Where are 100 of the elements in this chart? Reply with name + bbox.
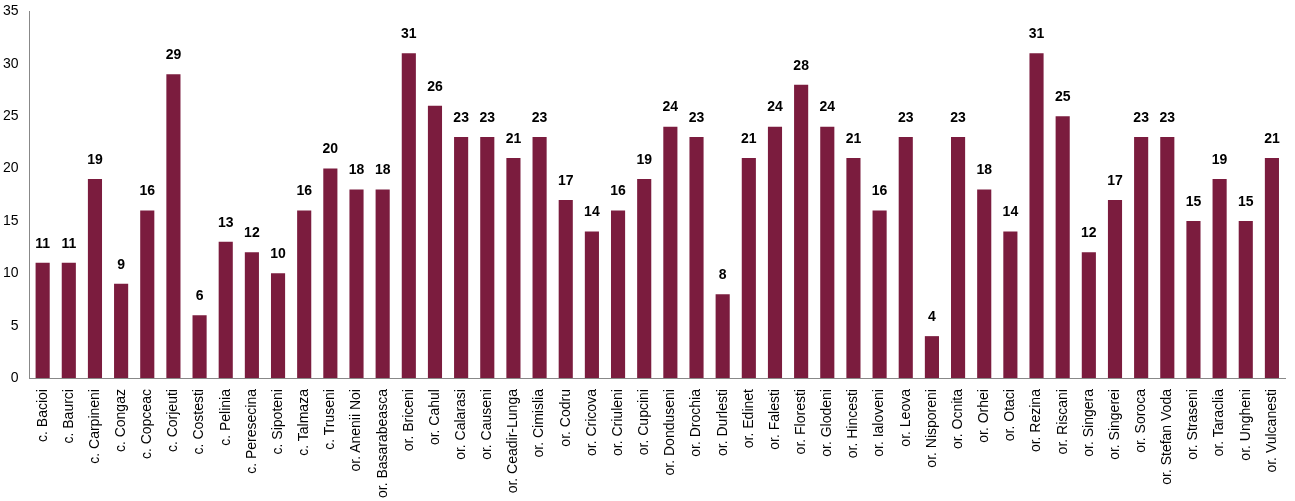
bar [663,126,678,379]
data-label: 21 [1264,129,1280,146]
x-tick-label: c. Copceac [138,389,155,460]
x-tick-label: c. Corjeuti [164,389,181,453]
x-tick-label: c. Pelinia [216,388,233,446]
bar [61,262,76,379]
data-label: 23 [950,108,967,125]
x-tick-label: or. Ceadir-Lunga [504,388,521,494]
data-label: 15 [1237,192,1254,209]
x-tick-label: or. Cahul [425,389,442,446]
x-tick-label: or. Ialoveni [870,389,887,457]
data-label: 24 [662,98,679,115]
bar [454,137,469,379]
x-tick-label: or. Causeni [478,389,495,460]
data-label: 21 [741,129,757,146]
data-label: 21 [845,129,862,146]
data-label: 24 [767,98,783,115]
x-tick-label: or. Briceni [399,389,416,452]
bar [480,137,495,379]
data-label: 8 [718,266,727,283]
data-label: 29 [165,46,182,63]
data-label: 9 [117,255,126,272]
x-tick-label: c. Congaz [111,389,128,453]
bar [192,315,207,379]
bar [846,158,861,379]
x-tick-label: c. Talmaza [295,388,312,456]
y-tick-label: 5 [10,316,19,333]
bar [270,273,286,379]
bar [610,210,626,379]
data-label: 13 [217,213,234,230]
bar [558,199,573,379]
x-tick-label: or. Criuleni [608,389,625,456]
data-label: 19 [87,150,103,167]
bar [140,210,155,379]
bar [1238,220,1253,379]
data-label: 23 [453,108,470,125]
y-tick-label: 30 [2,54,19,71]
x-tick-label: c. Peresecina [242,388,259,474]
x-tick-label: or. Riscani [1053,389,1070,455]
bar [506,158,521,379]
bar [794,84,809,379]
x-tick-label: or. Cupcini [635,389,652,456]
data-label: 14 [1002,203,1019,220]
bar [87,179,103,379]
data-label: 26 [427,77,443,94]
data-label: 23 [897,108,914,125]
bar [244,252,259,379]
data-label: 12 [244,224,260,241]
bar [951,137,966,379]
x-tick-label: or. Taraclia [1210,388,1227,457]
data-label: 21 [505,129,522,146]
y-tick-label: 10 [2,264,19,281]
x-tick-label: or. Otaci [1001,389,1018,442]
x-tick-label: or. Edinet [739,388,756,449]
data-label: 16 [296,182,313,199]
x-tick-label: or. Cricova [582,388,599,456]
x-tick-label: or. Orhei [975,389,992,443]
bar [218,241,233,379]
bar [1160,137,1175,379]
bar [1212,179,1227,379]
x-tick-label: or. Soroca [1132,388,1149,453]
data-label: 11 [61,234,77,251]
data-label: 23 [688,108,705,125]
x-tick-label: or. Ungheni [1236,389,1253,461]
bar [715,294,730,379]
bar [637,179,652,379]
x-tick-label: or. Hincesti [844,389,861,459]
data-label: 16 [610,182,627,199]
bar [532,137,547,379]
x-tick-label: or. Stefan Voda [1158,388,1175,485]
data-label: 16 [871,182,888,199]
x-tick-label: or. Donduseni [661,389,678,476]
bar [898,137,913,379]
data-label: 23 [1133,108,1150,125]
data-label: 17 [1107,171,1123,188]
y-tick-label: 15 [2,211,19,228]
bar [1264,158,1279,379]
bar [689,137,704,379]
bar [924,336,939,379]
x-tick-label: or. Singera [1079,388,1096,457]
bar [1186,220,1201,379]
y-tick-label: 35 [2,2,19,19]
data-label: 4 [928,308,937,324]
bar [323,168,338,379]
bar [35,262,50,379]
x-tick-label: or. Floresti [792,389,808,455]
x-tick-label: c. Costesti [190,389,207,455]
data-label: 24 [819,98,836,115]
data-label: 19 [636,150,653,167]
x-tick-label: or. Vulcanesti [1262,389,1279,473]
bar [1107,199,1123,379]
data-label: 19 [1211,150,1228,167]
x-tick-label: c. Bacioi [33,389,50,442]
bar [1134,137,1149,379]
x-tick-label: c. Carpineni [85,389,102,464]
data-label: 31 [1028,25,1045,42]
x-tick-label: c. Truseni [321,389,338,450]
x-tick-label: or. Leova [896,388,913,447]
data-label: 23 [479,108,496,125]
x-tick-label: or. Durlesti [713,389,730,456]
